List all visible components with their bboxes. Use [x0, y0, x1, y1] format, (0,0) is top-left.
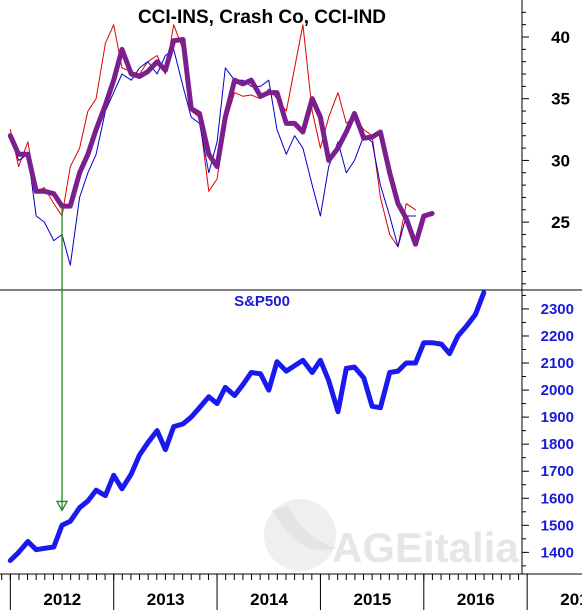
- top-panel-series: [7, 24, 435, 266]
- sp500-series-line-0: [7, 290, 487, 563]
- sp500-y-tick-label: 1800: [541, 436, 574, 453]
- sp500-y-tick-label: 1400: [541, 544, 574, 561]
- top-series-line-2: [7, 37, 435, 247]
- x-tick-label: 2014: [250, 590, 288, 609]
- annotation-arrow-head: [55, 500, 69, 512]
- top-y-tick-label: 25: [551, 213, 570, 232]
- watermark-text: AGEitalia: [332, 524, 519, 571]
- x-tick-label: 2013: [147, 590, 185, 609]
- bottom-panel-series: [7, 290, 487, 563]
- bottom-panel-title: S&P500: [234, 293, 290, 310]
- sp500-y-tick-label: 1700: [541, 463, 574, 480]
- x-tick-label: 2016: [457, 590, 495, 609]
- x-tick-label: 2015: [354, 590, 392, 609]
- sp500-y-tick-label: 1900: [541, 409, 574, 426]
- top-y-tick-label: 30: [551, 151, 570, 170]
- sp500-y-tick-label: 1600: [541, 490, 574, 507]
- bottom-panel-y-axis: 1400 1500 1600 1700 1800 1900 2000 2100 2200 2300: [522, 294, 574, 567]
- top-panel-y-axis: 25 30 35 40: [522, 11, 570, 285]
- sp500-y-tick-label: 2200: [541, 328, 574, 345]
- top-series-line-0: [9, 24, 416, 248]
- x-tick-label: 2017: [560, 590, 582, 609]
- watermark: AGEitalia: [264, 499, 519, 571]
- top-y-tick-label: 35: [551, 90, 570, 109]
- sp500-y-tick-label: 2000: [541, 382, 574, 399]
- annotation-arrow: [55, 206, 69, 512]
- top-y-tick-label: 40: [551, 28, 570, 47]
- sp500-y-tick-label: 2100: [541, 355, 574, 372]
- watermark-logo-swoosh-icon: [272, 506, 336, 551]
- x-axis: 2012 2013 2014 2015 2016 2017: [1, 574, 582, 610]
- top-panel-title: CCI-INS, Crash Co, CCI-IND: [138, 7, 386, 28]
- x-tick-label: 2012: [43, 590, 81, 609]
- sp500-y-tick-label: 2300: [541, 301, 574, 318]
- sp500-y-tick-label: 1500: [541, 517, 574, 534]
